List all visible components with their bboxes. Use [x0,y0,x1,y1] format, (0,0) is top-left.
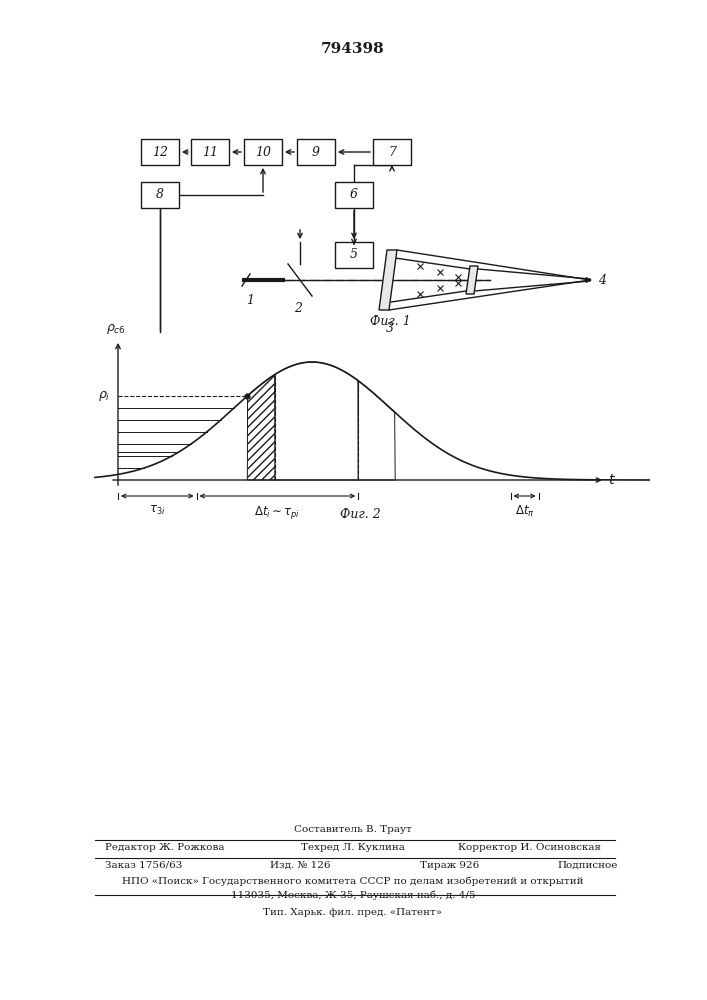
Polygon shape [275,362,358,480]
Text: $\rho_{c6}$: $\rho_{c6}$ [106,322,126,336]
Text: Заказ 1756/63: Заказ 1756/63 [105,861,182,870]
Bar [191,139,229,165]
Text: $\rho_i$: $\rho_i$ [98,389,110,403]
Text: 9: 9 [312,145,320,158]
Bar [244,139,282,165]
Text: Изд. № 126: Изд. № 126 [270,861,330,870]
Text: Тип. Харьк. фил. пред. «Патент»: Тип. Харьк. фил. пред. «Патент» [264,908,443,917]
Bar [335,242,373,268]
Text: $t$: $t$ [608,473,616,487]
Text: 10: 10 [255,145,271,158]
Text: 1: 1 [246,294,254,307]
Text: Тираж 926: Тираж 926 [420,861,479,870]
Text: 794398: 794398 [321,42,385,56]
Bar [297,139,335,165]
Polygon shape [247,375,275,480]
Text: 8: 8 [156,188,164,202]
Text: $\Delta t_i \sim \tau_{pi}$: $\Delta t_i \sim \tau_{pi}$ [255,504,300,521]
Text: НПО «Поиск» Государственного комитета СССР по делам изобретений и открытий: НПО «Поиск» Государственного комитета СС… [122,877,584,886]
Polygon shape [466,266,478,294]
Text: Техред Л. Куклина: Техред Л. Куклина [301,843,405,852]
Text: 12: 12 [152,145,168,158]
Text: 2: 2 [294,302,302,315]
Text: 4: 4 [598,273,606,286]
Polygon shape [358,381,395,480]
Text: Редактор Ж. Рожкова: Редактор Ж. Рожкова [105,843,225,852]
Text: Подписное: Подписное [557,861,617,870]
Text: 5: 5 [350,248,358,261]
Bar [141,182,179,208]
Text: 11: 11 [202,145,218,158]
Text: 7: 7 [388,145,396,158]
Text: 3: 3 [386,322,394,335]
Polygon shape [379,250,397,310]
Text: Фиг. 2: Фиг. 2 [339,508,380,521]
Bar [141,139,179,165]
Text: $\Delta t_{\pi}$: $\Delta t_{\pi}$ [515,504,534,519]
Text: 113035, Москва, Ж-35, Раушская наб., д. 4/5: 113035, Москва, Ж-35, Раушская наб., д. … [230,890,475,900]
Text: Корректор И. Осиновская: Корректор И. Осиновская [458,843,601,852]
Text: $\tau_{3i}$: $\tau_{3i}$ [149,504,165,517]
Bar [373,139,411,165]
Bar [335,182,373,208]
Text: Фиг. 1: Фиг. 1 [370,315,410,328]
Text: 6: 6 [350,188,358,202]
Text: Составитель В. Траут: Составитель В. Траут [294,825,412,834]
